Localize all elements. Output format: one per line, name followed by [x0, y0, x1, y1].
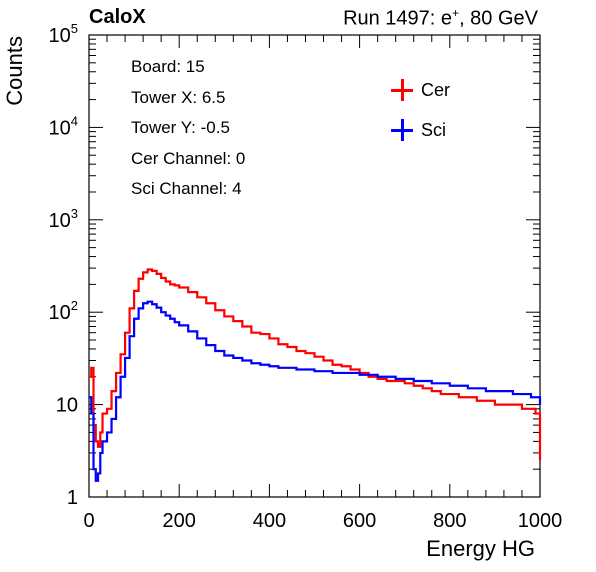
x-tick-label: 200: [163, 510, 196, 532]
sci-marker-icon: [391, 119, 413, 141]
cer-marker-icon: [391, 79, 413, 101]
legend-entry-sci: Sci: [389, 116, 489, 156]
legend-label-cer: Cer: [421, 80, 451, 100]
run-title-superscript: +: [452, 6, 460, 20]
y-tick-label: 103: [49, 206, 78, 232]
x-tick-labels: 0 200 400 600 800 1000: [83, 510, 562, 532]
axis-ticks: [88, 34, 541, 498]
x-tick-label: 800: [433, 510, 466, 532]
info-tower-x: Tower X: 6.5: [131, 87, 226, 107]
run-title: Run 1497: e+, 80 GeV: [343, 6, 538, 31]
info-tower-y: Tower Y: -0.5: [131, 118, 230, 137]
y-tick-label: 102: [49, 298, 78, 324]
info-box: Board: 15 Tower X: 6.5 Tower Y: -0.5 Cer…: [131, 52, 245, 205]
x-tick-label: 1000: [518, 510, 563, 532]
y-tick-labels: 1 10 102 103 104 105: [49, 21, 78, 509]
y-axis-label: Counts: [2, 36, 27, 106]
plot-frame: [88, 34, 541, 498]
experiment-title: CaloX: [89, 6, 146, 28]
run-title-main: Run 1497: e: [343, 7, 453, 30]
series-line-sci: [89, 300, 542, 482]
legend: Cer Sci: [389, 76, 489, 156]
run-title-energy: , 80 GeV: [459, 7, 538, 30]
x-tick-label: 0: [83, 510, 94, 532]
y-tick-label: 1: [67, 487, 78, 509]
info-board: Board: 15: [131, 57, 205, 76]
x-tick-label: 600: [343, 510, 376, 532]
x-tick-label: 400: [253, 510, 286, 532]
y-tick-label: 104: [49, 113, 78, 139]
y-tick-label: 105: [49, 21, 78, 47]
series-line-cer: [89, 268, 542, 461]
x-axis-label: Energy HG: [426, 536, 535, 561]
y-tick-label: 10: [56, 395, 78, 417]
series-layer: [89, 268, 542, 482]
legend-label-sci: Sci: [421, 120, 447, 140]
info-cer-channel: Cer Channel: 0: [131, 148, 246, 168]
info-sci-channel: Sci Channel: 4: [131, 179, 242, 198]
legend-entry-cer: Cer: [389, 76, 489, 116]
